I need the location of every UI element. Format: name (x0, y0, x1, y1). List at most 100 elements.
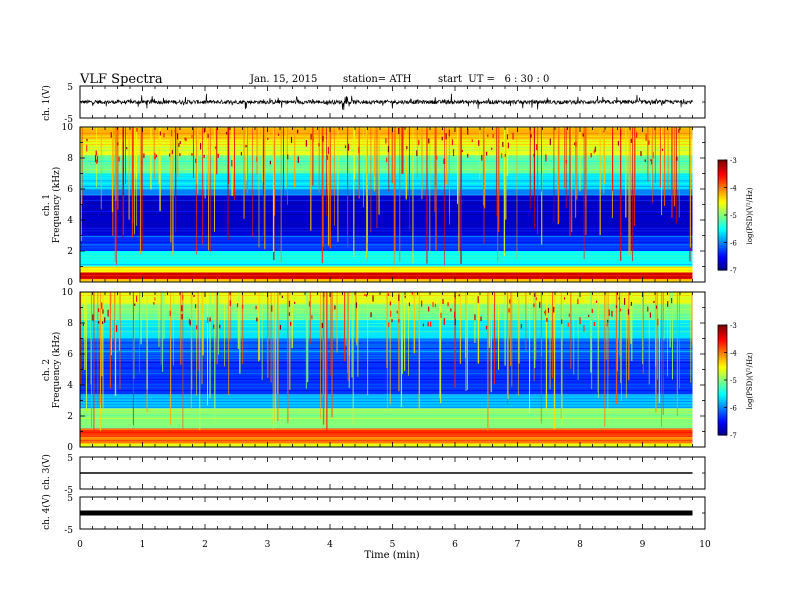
colorbar-segment (718, 189, 727, 192)
colorbar-segment (718, 242, 727, 245)
spectrogram-speckle (590, 152, 592, 158)
spectrogram-speckle (630, 138, 632, 144)
y-tick-label: 6 (67, 350, 73, 360)
spectrogram-speckle (418, 139, 420, 146)
spectrogram-speckle (181, 305, 183, 312)
spectrogram-speckle (82, 323, 84, 327)
colorbar-segment (718, 183, 727, 187)
colorbar-segment (718, 255, 727, 258)
spectrogram-speckle (174, 129, 176, 133)
spectrogram-speckle (508, 308, 510, 313)
spectrogram-speckle (582, 133, 584, 137)
spectrogram-speckle (102, 309, 104, 314)
ch1-waveform-panel: 5 -5 (64, 83, 706, 125)
spectrogram-speckle (389, 301, 391, 306)
spectrogram-speckle (181, 314, 183, 320)
spectrogram-speckle (86, 138, 88, 142)
colorbar-segment (718, 398, 727, 401)
y-tick-label: 8 (67, 154, 73, 164)
y-tick-label: 0 (67, 443, 73, 453)
spectrogram-speckle (535, 297, 537, 301)
spectrogram-speckle (594, 146, 597, 152)
spectrogram-speckle (191, 134, 193, 139)
x-tick-label: 10 (699, 540, 711, 550)
spectrogram-speckle (188, 318, 190, 324)
spectrogram-speckle (454, 295, 456, 300)
colorbar-segment (718, 220, 727, 223)
y-tick-label: 10 (62, 288, 74, 298)
colorbar-segment (718, 169, 727, 172)
spectrogram-speckle (372, 295, 374, 302)
spectrogram-band (80, 266, 693, 273)
spectrogram-speckle (95, 150, 97, 156)
y-tick-label: -5 (64, 526, 73, 536)
spectrogram-speckle (321, 323, 323, 328)
spectrogram-speckle (416, 150, 418, 157)
x-tick-label: 9 (640, 540, 646, 550)
colorbar-tick-label: -3 (730, 322, 737, 330)
spectrogram-speckle (181, 294, 184, 300)
spectrogram-speckle (278, 133, 280, 136)
spectrogram-speckle (451, 139, 454, 146)
spectrogram-speckle (588, 314, 590, 317)
colorbar-segment (718, 325, 727, 328)
spectrogram-speckle (593, 150, 595, 154)
spectrogram-speckle (544, 311, 546, 314)
spectrogram-speckle (432, 302, 434, 308)
spectrogram-speckle (203, 154, 205, 158)
spectrogram-speckle (477, 296, 479, 303)
header-station: station= ATH (343, 74, 412, 85)
spectrogram-speckle (649, 312, 651, 318)
spectrogram-speckle (530, 134, 532, 138)
spectrogram-speckle (185, 137, 187, 142)
colorbar-segment (718, 246, 727, 249)
spectrogram-speckle (467, 128, 469, 135)
spectrogram-speckle (620, 130, 622, 136)
spectrogram-speckle (653, 300, 655, 304)
spectrogram-speckle (655, 305, 658, 309)
spectrogram-speckle (296, 129, 299, 134)
spectrogram-speckle (615, 305, 618, 308)
spectrogram-speckle (169, 153, 171, 157)
spectrogram-speckle (454, 311, 456, 319)
spectrogram-speckle (450, 308, 452, 312)
spectrogram-speckle (170, 129, 173, 137)
colorbar-segment (718, 266, 727, 269)
spectrogram-speckle (189, 320, 191, 326)
spectrogram-speckle (492, 133, 494, 139)
spectrogram-speckle (422, 323, 425, 327)
spectrogram-speckle (287, 154, 289, 160)
colorbar-segment (718, 337, 727, 341)
spectrogram-speckle (207, 317, 209, 324)
x-tick-label: 7 (515, 540, 521, 550)
spectrogram-speckle (454, 318, 456, 326)
spectrogram-speckle (305, 139, 307, 147)
spectrogram-speckle (553, 306, 555, 313)
colorbar-segment (718, 204, 727, 207)
spectrogram-speckle (545, 154, 547, 162)
spectrogram-speckle (171, 150, 173, 154)
colorbar-segment (718, 163, 727, 167)
colorbar-segment (718, 425, 727, 429)
spectrogram-speckle (338, 127, 340, 130)
spectrogram-speckle (358, 146, 360, 154)
y-tick-label: 4 (67, 216, 73, 226)
ch1-spectrogram-panel: 0 2 4 6 8 10 (62, 123, 706, 288)
figure-title: VLF Spectra (80, 72, 163, 87)
y-tick-label: 2 (67, 412, 73, 422)
x-tick-label: 1 (140, 540, 146, 550)
colorbar-segment (718, 226, 727, 229)
colorbar-segment (718, 422, 727, 425)
spectrogram-speckle (630, 301, 632, 306)
colorbar-segment (718, 354, 727, 357)
colorbar-segment (718, 402, 727, 405)
spectrogram-speckle (471, 139, 473, 142)
y-tick-label: 5 (67, 454, 73, 464)
colorbar-tick-label: -5 (730, 377, 737, 385)
spectrogram-speckle (344, 145, 347, 149)
colorbar-segment (718, 235, 727, 238)
spectrogram-speckle (207, 133, 209, 138)
spectrogram-speckle (159, 131, 161, 136)
spectrogram-speckle (617, 141, 620, 146)
spectrogram-speckle (591, 308, 593, 313)
